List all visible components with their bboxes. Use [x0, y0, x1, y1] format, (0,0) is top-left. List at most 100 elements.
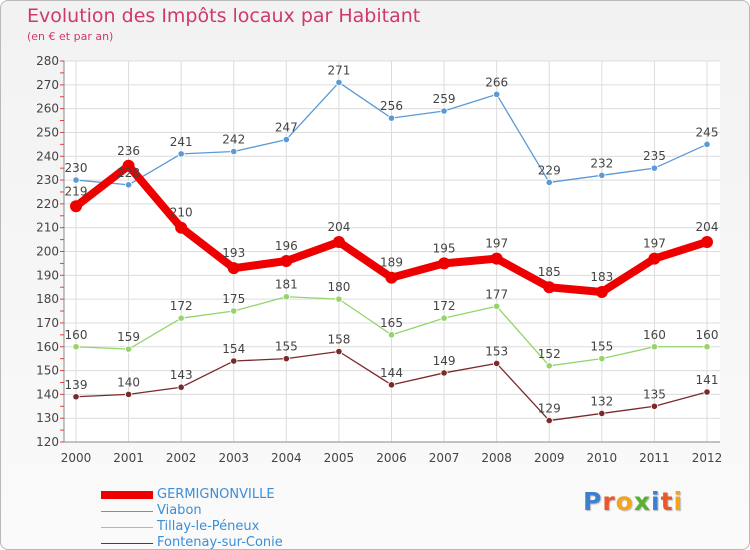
- logo-letter: o: [615, 487, 634, 516]
- proxiti-logo: Proxiti: [583, 487, 683, 516]
- data-point: [598, 171, 606, 179]
- data-point: [387, 114, 396, 122]
- data-label: 141: [696, 373, 719, 387]
- data-point: [545, 416, 553, 425]
- series: [70, 78, 713, 425]
- data-label: 197: [485, 237, 508, 251]
- data-point: [493, 359, 501, 368]
- axes: 120 130 140 150 160 170 180 190 200 210 220 230 240 2…: [36, 54, 722, 465]
- data-point: [282, 355, 290, 363]
- data-point: [124, 181, 133, 189]
- data-label: 155: [275, 340, 298, 354]
- data-point: [280, 255, 293, 268]
- data-label: 149: [433, 354, 456, 368]
- x-tick-label: 2005: [324, 451, 355, 465]
- data-point: [438, 257, 451, 270]
- data-point: [335, 295, 343, 303]
- x-tick-label: 2010: [587, 451, 618, 465]
- data-label: 175: [222, 292, 245, 306]
- grid: [64, 60, 720, 443]
- data-point: [282, 293, 290, 301]
- legend-label: Viabon: [157, 503, 202, 518]
- logo-letter: i: [651, 487, 661, 516]
- legend-swatch: [101, 527, 153, 528]
- data-point: [335, 78, 343, 87]
- data-label: 242: [222, 132, 245, 146]
- data-label: 139: [65, 378, 88, 392]
- data-labels: 230 228 241 242 247 271 256 259 266 229 232 235 245 1…: [65, 63, 719, 415]
- y-tick-label: 130: [36, 411, 59, 425]
- data-point: [72, 176, 80, 184]
- y-tick-label: 210: [36, 221, 59, 235]
- data-label: 180: [327, 280, 350, 294]
- y-tick-label: 200: [36, 245, 59, 259]
- data-label: 259: [433, 92, 456, 106]
- data-label: 196: [275, 239, 298, 253]
- legend-item: GERMIGNONVILLE: [101, 487, 361, 503]
- data-label: 160: [643, 328, 666, 342]
- data-label: 129: [538, 402, 561, 416]
- data-label: 204: [327, 220, 350, 234]
- y-tick-label: 180: [36, 292, 59, 306]
- data-label: 185: [538, 265, 561, 279]
- data-label: 155: [590, 340, 613, 354]
- data-point: [701, 235, 713, 248]
- data-label: 228: [117, 166, 140, 180]
- legend-item: Viabon: [101, 503, 361, 519]
- x-tick-label: 2006: [376, 451, 407, 465]
- y-tick-label: 150: [36, 364, 59, 378]
- logo-letter: r: [602, 487, 616, 516]
- legend-swatch: [101, 543, 153, 544]
- data-label: 165: [380, 316, 403, 330]
- y-tick-label: 170: [36, 316, 59, 330]
- chart-title: Evolution des Impôts locaux par Habitant: [27, 5, 421, 27]
- legend-swatch: [101, 491, 153, 499]
- logo-letter: i: [673, 487, 684, 516]
- data-label: 245: [696, 125, 719, 139]
- logo-letter: P: [583, 487, 603, 516]
- data-label: 195: [433, 241, 456, 255]
- data-point: [493, 90, 501, 98]
- data-label: 135: [643, 387, 666, 401]
- y-tick-label: 160: [36, 340, 59, 354]
- data-point: [177, 314, 185, 322]
- data-point: [387, 381, 396, 389]
- data-point: [703, 388, 711, 396]
- data-label: 158: [327, 333, 350, 347]
- data-point: [650, 343, 659, 351]
- logo-letter: t: [660, 487, 674, 516]
- y-tick-label: 120: [36, 435, 59, 449]
- x-tick-label: 2002: [166, 451, 197, 465]
- data-point: [124, 390, 133, 398]
- data-point: [545, 362, 553, 370]
- x-tick-label: 2000: [61, 451, 92, 465]
- data-label: 193: [222, 246, 245, 260]
- data-point: [648, 252, 661, 265]
- y-tick-label: 250: [36, 125, 59, 139]
- data-point: [543, 281, 556, 294]
- data-point: [440, 369, 448, 377]
- data-label: 172: [170, 299, 193, 313]
- data-label: 160: [65, 328, 88, 342]
- data-label: 153: [485, 344, 508, 358]
- data-label: 247: [275, 121, 298, 135]
- data-point: [703, 140, 711, 148]
- data-label: 232: [590, 156, 613, 170]
- data-point: [230, 307, 238, 315]
- legend-item: Tillay-le-Péneux: [101, 519, 361, 535]
- data-point: [124, 345, 133, 353]
- y-tick-label: 260: [36, 102, 59, 116]
- data-label: 143: [170, 368, 193, 382]
- x-tick-label: 2012: [692, 451, 723, 465]
- x-tick-label: 2007: [429, 451, 460, 465]
- data-label: 177: [485, 287, 508, 301]
- data-point: [332, 235, 345, 248]
- legend-label: GERMIGNONVILLE: [157, 487, 275, 502]
- y-tick-label: 270: [36, 78, 59, 92]
- x-tick-label: 2008: [481, 451, 512, 465]
- data-point: [282, 135, 290, 144]
- legend-item: Fontenay-sur-Conie: [101, 535, 361, 549]
- data-label: 140: [117, 375, 140, 389]
- x-tick-label: 2009: [534, 451, 565, 465]
